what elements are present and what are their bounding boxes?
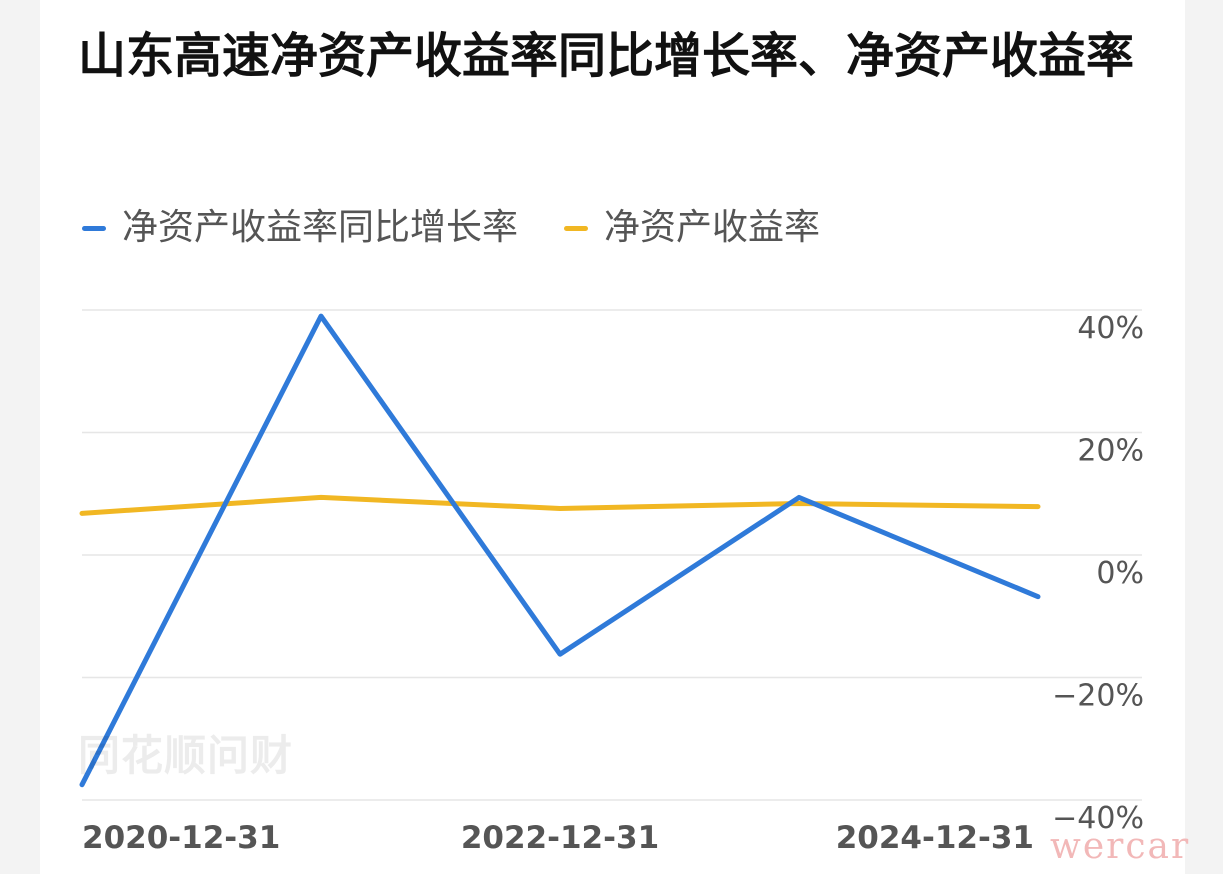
y-tick-label: −20% [1052,679,1144,714]
x-tick-label: 2022-12-31 [461,820,659,856]
y-axis-tick-labels: 40% 20% 0% −20% −40% [1052,311,1144,836]
legend-swatch-growth [82,225,106,231]
chart-legend: 净资产收益率同比增长率 净资产收益率 [82,200,866,256]
gridlines [82,309,1142,801]
y-tick-label: 40% [1077,311,1144,346]
series-line-roe[interactable] [79,494,1041,516]
y-tick-label: 0% [1096,556,1144,591]
y-tick-label: 20% [1077,434,1144,469]
stamp-text: wercar [1050,826,1191,867]
legend-item-growth[interactable]: 净资产收益率同比增长率 [82,200,518,256]
x-axis-tick-labels: 2020-12-31 2022-12-31 2024-12-31 [82,820,1034,856]
x-tick-label: 2024-12-31 [836,820,1034,856]
x-tick-label: 2020-12-31 [82,820,280,856]
watermark-text: 同花顺问财 [78,731,294,780]
legend-item-roe[interactable]: 净资产收益率 [564,200,820,256]
legend-swatch-roe [564,225,589,231]
chart-card [40,0,1185,874]
series-line-growth[interactable] [79,313,1041,788]
chart-title: 山东高速净资产收益率同比增长率、净资产收益率 [78,28,1135,84]
series-lines [79,313,1041,788]
legend-label-roe: 净资产收益率 [604,207,821,248]
y-tick-label: −40% [1052,801,1144,836]
legend-label-growth: 净资产收益率同比增长率 [122,207,519,248]
